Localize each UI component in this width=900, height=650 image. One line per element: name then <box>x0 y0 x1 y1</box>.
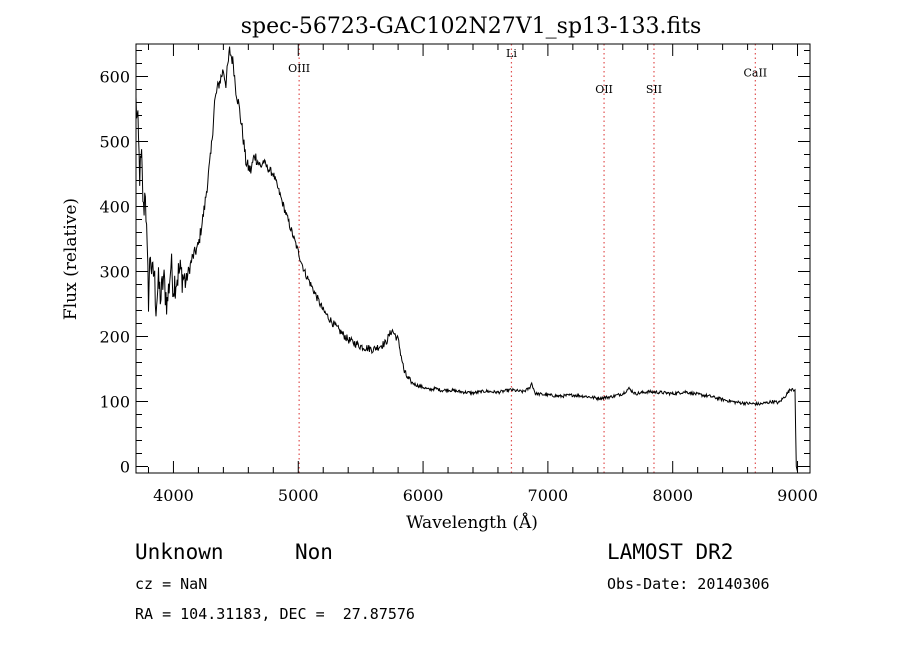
subclass-label: Non <box>295 540 333 564</box>
x-axis-label: Wavelength (Å) <box>406 512 538 533</box>
y-tick-label: 200 <box>99 328 130 347</box>
x-tick-label: 5000 <box>278 486 319 505</box>
axis-layer: 4000 5000 6000 7000 8000 9000 0 100 200 300 400 500… <box>99 43 818 505</box>
annotation-label: Li <box>506 47 517 60</box>
x-tick-label: 8000 <box>652 486 693 505</box>
y-tick-label: 600 <box>99 68 130 87</box>
x-tick-label: 7000 <box>528 486 569 505</box>
annotation-label: OIII <box>288 62 310 75</box>
annotation-layer: OIII Li OII SII CaII <box>288 44 767 473</box>
survey-label: LAMOST DR2 <box>607 540 734 564</box>
cz-label: cz = NaN <box>135 575 208 593</box>
chart-title: spec-56723-GAC102N27V1_sp13-133.fits <box>241 14 702 39</box>
annotation-label: CaII <box>743 67 767 80</box>
class-label: Unknown <box>135 540 224 564</box>
annotation-label: OII <box>595 83 613 96</box>
coords-label: RA = 104.31183, DEC = 27.87576 <box>135 605 415 623</box>
plot-frame <box>135 43 811 474</box>
x-tick-label: 6000 <box>403 486 444 505</box>
spectrum-layer <box>136 46 798 472</box>
y-tick-label: 400 <box>99 198 130 217</box>
x-tick-label: 9000 <box>777 486 818 505</box>
annotation-label: SII <box>646 83 662 96</box>
y-tick-label: 100 <box>99 393 130 412</box>
y-tick-label: 300 <box>99 263 130 282</box>
y-tick-label: 0 <box>120 458 130 477</box>
spectrum-line <box>136 46 798 472</box>
y-axis-label: Flux (relative) <box>61 198 81 320</box>
obs-date-label: Obs-Date: 20140306 <box>607 575 770 593</box>
y-tick-label: 500 <box>99 133 130 152</box>
x-tick-label: 4000 <box>153 486 194 505</box>
